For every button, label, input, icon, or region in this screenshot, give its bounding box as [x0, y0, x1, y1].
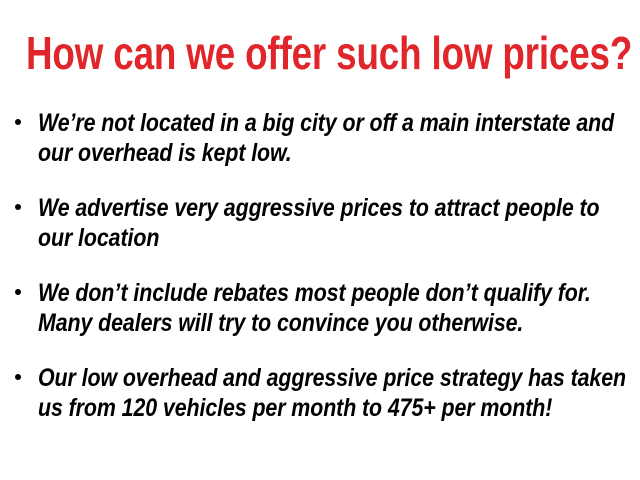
bullet-dot-icon [15, 374, 21, 380]
list-item-text: Our low overhead and aggressive price st… [38, 364, 627, 422]
list-item: We advertise very aggressive prices to a… [12, 193, 628, 253]
list-item-text: We advertise very aggressive prices to a… [38, 194, 600, 252]
page-title: How can we offer such low prices? [26, 27, 633, 79]
list-item-text: We’re not located in a big city or off a… [38, 109, 615, 167]
bullet-dot-icon [15, 119, 21, 125]
bullet-dot-icon [15, 204, 21, 210]
list-item: We don’t include rebates most people don… [12, 278, 628, 338]
list-item-text: We don’t include rebates most people don… [38, 279, 591, 337]
list-item: Our low overhead and aggressive price st… [12, 363, 628, 423]
list-item: We’re not located in a big city or off a… [12, 108, 628, 168]
bullet-list: We’re not located in a big city or off a… [12, 108, 628, 423]
bullet-dot-icon [15, 289, 21, 295]
